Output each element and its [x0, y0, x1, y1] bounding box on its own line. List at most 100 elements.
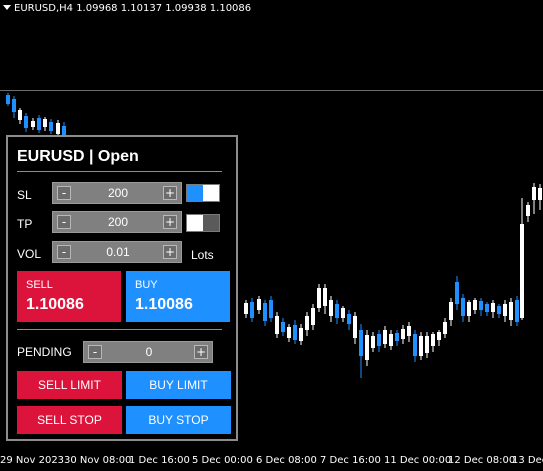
- toggle-knob: [187, 215, 203, 231]
- pending-stepper: - 0 +: [83, 341, 213, 363]
- candle-body: [443, 322, 447, 334]
- candle-body: [43, 119, 47, 127]
- panel-title: EURUSD | Open: [17, 148, 139, 165]
- sl-decrement-button[interactable]: -: [57, 186, 71, 200]
- sl-label: SL: [17, 188, 32, 202]
- vol-label: VOL: [17, 247, 42, 261]
- candle-body: [383, 330, 387, 344]
- candle-body: [6, 95, 10, 104]
- candle-body: [407, 326, 411, 336]
- candle-body: [31, 121, 35, 127]
- toggle-knob: [203, 185, 219, 201]
- candle-body: [269, 300, 273, 318]
- time-label: 30 Nov 08:00: [64, 455, 132, 466]
- candle-body: [431, 334, 435, 346]
- candle-body: [377, 334, 381, 346]
- candle-body: [395, 333, 399, 341]
- candle-body: [515, 300, 519, 322]
- candle-body: [305, 316, 309, 330]
- candle-body: [353, 316, 357, 338]
- time-label: 13 Dec: [512, 455, 543, 466]
- vol-value[interactable]: 0.01: [106, 245, 130, 259]
- candle-body: [389, 334, 393, 346]
- candle-body: [317, 288, 321, 308]
- pending-increment-button[interactable]: +: [194, 345, 208, 359]
- candle-body: [287, 327, 291, 338]
- candle-body: [311, 308, 315, 325]
- bid-price-line: [0, 90, 543, 91]
- buy-limit-button[interactable]: BUY LIMIT: [126, 371, 231, 399]
- time-label: 5 Dec 00:00: [192, 455, 253, 466]
- candle-body: [299, 328, 303, 341]
- candle-body: [257, 299, 261, 310]
- lots-label: Lots: [191, 248, 214, 262]
- candle-body: [413, 334, 417, 356]
- tp-decrement-button[interactable]: -: [57, 215, 71, 229]
- time-label: 29 Nov 2023: [0, 455, 65, 466]
- tp-toggle[interactable]: [186, 214, 220, 232]
- time-label: 1 Dec 16:00: [129, 455, 190, 466]
- symbol-info: EURUSD,H4 1.09968 1.10137 1.09938 1.1008…: [3, 3, 251, 14]
- tp-increment-button[interactable]: +: [163, 215, 177, 229]
- sell-button[interactable]: SELL 1.10086: [17, 271, 121, 322]
- divider: [17, 171, 222, 172]
- candle-body: [18, 110, 22, 120]
- candle-body: [479, 301, 483, 310]
- sl-value[interactable]: 200: [107, 186, 129, 200]
- pending-decrement-button[interactable]: -: [88, 345, 102, 359]
- time-label: 6 Dec 08:00: [256, 455, 317, 466]
- candle-body: [538, 188, 542, 200]
- candle-body: [335, 304, 339, 318]
- divider: [17, 329, 222, 330]
- sl-toggle[interactable]: [186, 184, 220, 202]
- pending-value[interactable]: 0: [145, 345, 153, 359]
- candle-body: [437, 332, 441, 340]
- candle-body: [281, 322, 285, 332]
- candle-body: [503, 304, 507, 316]
- candle-body: [461, 298, 465, 316]
- candle-body: [526, 205, 530, 216]
- sell-label: SELL: [26, 279, 53, 291]
- vol-decrement-button[interactable]: -: [57, 245, 71, 259]
- candle-body: [347, 314, 351, 324]
- candle-body: [341, 308, 345, 318]
- candle-body: [329, 300, 333, 316]
- candle-body: [323, 288, 327, 306]
- sell-stop-button[interactable]: SELL STOP: [17, 406, 122, 434]
- candle-body: [250, 302, 254, 318]
- toggle-track: [203, 215, 219, 231]
- vol-increment-button[interactable]: +: [163, 245, 177, 259]
- candle-body: [497, 306, 501, 314]
- candle-body: [532, 187, 536, 200]
- candle-body: [371, 336, 375, 348]
- time-label: 11 Dec 00:00: [384, 455, 452, 466]
- sl-stepper: - 200 +: [52, 182, 182, 204]
- buy-button[interactable]: BUY 1.10086: [126, 271, 230, 322]
- candle-body: [509, 302, 513, 320]
- candle-body: [359, 330, 363, 356]
- candle-body: [473, 300, 477, 310]
- sl-increment-button[interactable]: +: [163, 186, 177, 200]
- candle-body: [49, 122, 53, 131]
- candle-body: [62, 126, 66, 136]
- tp-stepper: - 200 +: [52, 211, 182, 233]
- time-label: 7 Dec 16:00: [320, 455, 381, 466]
- candle-body: [419, 336, 423, 356]
- buy-price: 1.10086: [135, 296, 193, 313]
- buy-label: BUY: [135, 279, 158, 291]
- candle-body: [425, 336, 429, 353]
- candle-body: [520, 224, 524, 318]
- toggle-track: [187, 185, 203, 201]
- trade-panel: EURUSD | Open SL - 200 + TP - 200 + VOL …: [6, 135, 238, 441]
- time-axis: 29 Nov 2023 30 Nov 08:00 1 Dec 16:00 5 D…: [0, 451, 543, 471]
- sell-limit-button[interactable]: SELL LIMIT: [17, 371, 122, 399]
- tp-label: TP: [17, 217, 33, 231]
- pending-label: PENDING: [17, 345, 72, 359]
- buy-stop-button[interactable]: BUY STOP: [126, 406, 231, 434]
- candle-body: [365, 335, 369, 360]
- candle-body: [293, 325, 297, 340]
- candle-body: [491, 303, 495, 312]
- candle-body: [485, 304, 489, 312]
- tp-value[interactable]: 200: [107, 215, 129, 229]
